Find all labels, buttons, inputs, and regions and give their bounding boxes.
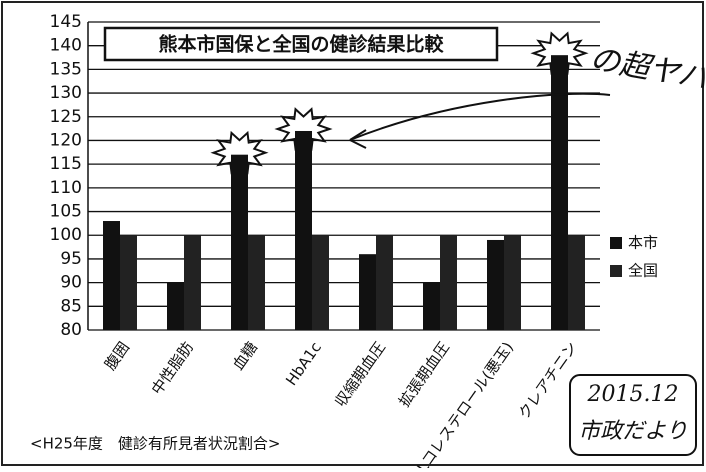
bar bbox=[487, 239, 504, 330]
y-tick-label: 90 bbox=[60, 273, 82, 293]
y-tick-label: 130 bbox=[50, 83, 82, 103]
y-tick-label: 135 bbox=[50, 59, 82, 79]
bar bbox=[568, 235, 585, 330]
arrow bbox=[349, 92, 611, 141]
starburst bbox=[274, 107, 333, 151]
bar bbox=[504, 235, 521, 330]
bar bbox=[295, 130, 312, 330]
footnote: <H25年度 健診有所見者状況割合> bbox=[30, 435, 281, 453]
starburst bbox=[530, 31, 589, 76]
stamp-box bbox=[569, 374, 697, 456]
bar bbox=[376, 235, 393, 330]
y-tick-label: 100 bbox=[50, 225, 82, 245]
stamp-date: 2015.12 bbox=[587, 382, 679, 407]
bar bbox=[551, 55, 568, 331]
y-tick-label: 80 bbox=[60, 320, 82, 340]
title-box bbox=[103, 26, 499, 62]
bar bbox=[120, 235, 137, 330]
y-tick-label: 120 bbox=[50, 130, 82, 150]
bars bbox=[103, 31, 589, 331]
legend-swatch bbox=[610, 265, 622, 277]
bar bbox=[440, 235, 457, 330]
y-tick-label: 140 bbox=[50, 36, 82, 56]
bar bbox=[231, 154, 248, 330]
bar bbox=[248, 235, 265, 330]
y-tick-label: 125 bbox=[50, 107, 82, 127]
y-tick-label: 105 bbox=[50, 202, 82, 222]
bar bbox=[103, 221, 120, 330]
bar bbox=[167, 282, 184, 330]
y-tick-label: 145 bbox=[50, 12, 82, 32]
legend-swatch bbox=[610, 237, 622, 249]
bar bbox=[359, 254, 376, 330]
y-tick-label: 85 bbox=[60, 296, 82, 316]
y-tick-label: 110 bbox=[50, 178, 82, 198]
arrow-head bbox=[349, 129, 367, 149]
starburst bbox=[210, 130, 269, 175]
stamp-text: 市政だより bbox=[578, 419, 688, 444]
bar bbox=[423, 282, 440, 330]
bar bbox=[312, 235, 329, 330]
y-tick-label: 95 bbox=[60, 249, 82, 269]
legend-label: 全国 bbox=[628, 262, 658, 280]
y-tick-label: 115 bbox=[50, 154, 82, 174]
bar bbox=[184, 235, 201, 330]
legend-label: 本市 bbox=[628, 234, 658, 252]
chart-title: 熊本市国保と全国の健診結果比較 bbox=[158, 33, 444, 56]
